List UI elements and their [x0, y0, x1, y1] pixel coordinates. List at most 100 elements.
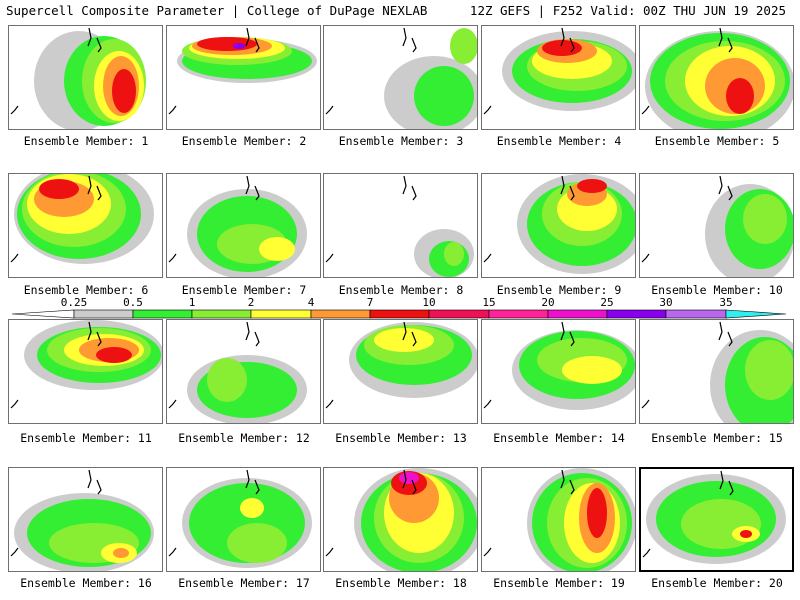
scp-contour	[414, 66, 474, 126]
ensemble-panel[interactable]	[8, 467, 163, 572]
colorbar-tick-label: 30	[659, 296, 673, 309]
scp-field-map	[641, 321, 793, 423]
member-label: Ensemble Member: 12	[178, 431, 310, 445]
ensemble-panel[interactable]	[8, 319, 163, 424]
scp-contour	[450, 28, 477, 64]
scp-contour	[112, 69, 136, 113]
colorbar-bin	[369, 309, 430, 319]
coastline	[483, 175, 575, 263]
colorbar-tick-label: 20	[541, 296, 555, 309]
scp-contour	[207, 358, 247, 402]
scp-contour	[745, 340, 793, 400]
scp-field-map	[483, 468, 635, 571]
colorbar-over-arrow	[725, 309, 787, 319]
scp-field-map	[483, 321, 635, 410]
scp-contour	[374, 328, 434, 352]
member-label: Ensemble Member: 17	[178, 576, 310, 590]
member-label: Ensemble Member: 9	[496, 283, 622, 297]
scp-field-map	[325, 321, 477, 409]
scp-contour	[240, 498, 264, 518]
ensemble-panel[interactable]	[481, 25, 636, 130]
colorbar-under-arrow	[11, 309, 75, 319]
scp-contour	[113, 548, 129, 558]
member-label: Ensemble Member: 6	[23, 283, 149, 297]
ensemble-panel[interactable]	[481, 173, 636, 278]
ensemble-panel[interactable]	[639, 25, 794, 130]
coastline	[641, 175, 733, 263]
coastline	[10, 321, 102, 409]
scp-field-map	[642, 470, 786, 564]
scp-field-map	[325, 468, 477, 571]
ensemble-panel[interactable]	[323, 25, 478, 130]
colorbar-bin	[310, 309, 371, 319]
scp-field-map	[168, 175, 307, 277]
ensemble-panel[interactable]	[166, 319, 321, 424]
colorbar-bin	[488, 309, 549, 319]
coastline	[10, 175, 102, 263]
colorbar-bin	[73, 309, 134, 319]
color-scale-bar	[11, 309, 787, 319]
ensemble-panel[interactable]	[639, 467, 794, 572]
coastline	[168, 321, 260, 409]
colorbar-bin	[191, 309, 252, 319]
page-title: Supercell Composite Parameter | College …	[6, 3, 428, 18]
scp-contour	[743, 194, 787, 244]
scp-contour	[399, 472, 419, 484]
ensemble-panel[interactable]	[639, 319, 794, 424]
scp-contour	[233, 43, 245, 49]
ensemble-panel[interactable]	[323, 173, 478, 278]
scp-contour	[227, 523, 287, 563]
scp-contour	[562, 356, 622, 384]
colorbar-tick-label: 35	[719, 296, 733, 309]
member-label: Ensemble Member: 14	[493, 431, 625, 445]
member-label: Ensemble Member: 5	[654, 134, 780, 148]
member-label: Ensemble Member: 10	[651, 283, 783, 297]
colorbar-tick-label: 2	[247, 296, 255, 309]
ensemble-panel[interactable]	[8, 25, 163, 130]
ensemble-panel[interactable]	[8, 173, 163, 278]
scp-field-map	[10, 174, 154, 264]
colorbar-bin	[250, 309, 312, 319]
coastline	[641, 321, 733, 409]
coastline	[483, 27, 575, 115]
ensemble-panel[interactable]	[166, 173, 321, 278]
member-label: Ensemble Member: 16	[20, 576, 152, 590]
scp-field-map	[10, 27, 146, 129]
member-label: Ensemble Member: 19	[493, 576, 625, 590]
coastline	[642, 470, 734, 558]
ensemble-panel[interactable]	[481, 319, 636, 424]
coastline	[168, 175, 260, 263]
colorbar-tick-label: 25	[600, 296, 614, 309]
ensemble-panel[interactable]	[166, 467, 321, 572]
scp-field-map	[483, 27, 635, 115]
scp-contour	[740, 530, 752, 538]
scp-field-map	[325, 175, 474, 277]
coastline	[483, 469, 575, 557]
colorbar-bin	[547, 309, 608, 319]
coastline	[483, 321, 575, 409]
colorbar-tick-label: 0.5	[123, 296, 143, 309]
ensemble-panel[interactable]	[481, 467, 636, 572]
member-label: Ensemble Member: 11	[20, 431, 152, 445]
scp-contour	[444, 242, 464, 266]
run-info: 12Z GEFS | F252 Valid: 00Z THU JUN 19 20…	[469, 3, 786, 18]
scp-field-map	[168, 321, 307, 423]
coastline	[325, 321, 417, 409]
scp-contour	[39, 179, 79, 199]
scp-field-map	[168, 469, 312, 568]
member-label: Ensemble Member: 4	[496, 134, 622, 148]
ensemble-panel[interactable]	[166, 25, 321, 130]
ensemble-panel[interactable]	[639, 173, 794, 278]
member-label: Ensemble Member: 13	[335, 431, 467, 445]
scp-field-map	[325, 27, 477, 129]
ensemble-panel[interactable]	[323, 467, 478, 572]
member-label: Ensemble Member: 7	[181, 283, 307, 297]
scp-contour	[259, 237, 295, 261]
scp-contour	[96, 347, 132, 363]
colorbar-tick-label: 10	[422, 296, 436, 309]
coastline	[641, 27, 733, 115]
member-label: Ensemble Member: 20	[651, 576, 783, 590]
scp-contour	[577, 179, 607, 193]
ensemble-panel[interactable]	[323, 319, 478, 424]
coastline	[325, 27, 417, 115]
